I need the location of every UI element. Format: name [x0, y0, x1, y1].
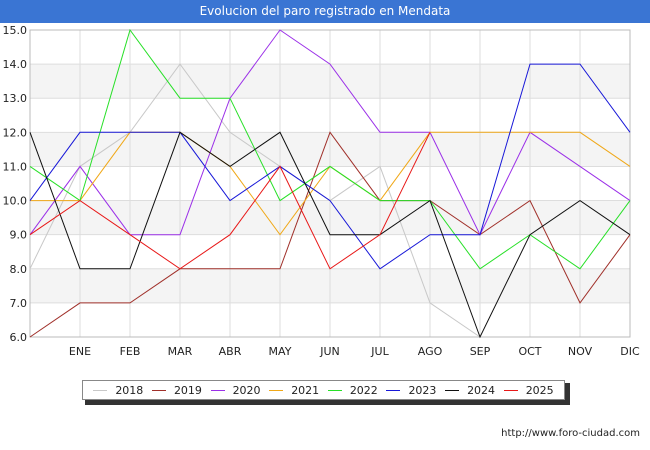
y-tick-label: 11.0	[3, 160, 28, 173]
legend-item-2022: 2022	[327, 383, 378, 397]
legend-label: 2018	[115, 383, 144, 397]
legend-item-2024: 2024	[445, 384, 495, 397]
legend-swatch	[269, 389, 284, 391]
series-line-2024	[29, 131, 631, 339]
legend-swatch	[210, 389, 225, 391]
legend-label: 2023	[408, 383, 437, 397]
legend-swatch	[503, 389, 518, 391]
x-tick-label: JUN	[319, 345, 340, 358]
x-tick-label: JUL	[370, 345, 389, 358]
series-line-2025	[29, 132, 431, 270]
legend-label: 2020	[232, 383, 261, 397]
y-tick-label: 6.0	[10, 331, 28, 344]
y-tick-label: 7.0	[10, 297, 28, 310]
legend-swatch	[445, 389, 460, 391]
legend-item-2025: 2025	[503, 383, 554, 397]
x-tick-label: FEB	[120, 345, 141, 358]
legend-label: 2022	[349, 383, 378, 397]
legend: 2018 2019 2020 2021 2022 2023 2024 2025	[82, 380, 565, 400]
plot-border	[29, 29, 631, 338]
x-tick-label: NOV	[568, 345, 593, 358]
legend-item-2019: 2019	[151, 383, 202, 397]
series-line-2023	[29, 63, 631, 270]
legend-label: 2025	[525, 383, 554, 397]
legend-label: 2024	[467, 383, 496, 397]
y-tick-label: 15.0	[3, 24, 28, 37]
legend-item-2023: 2023	[386, 384, 436, 397]
y-tick-label: 13.0	[3, 92, 28, 105]
x-tick-label: DIC	[620, 345, 640, 358]
legend-item-2020: 2020	[210, 383, 261, 397]
y-tick-label: 10.0	[3, 195, 28, 208]
legend-swatch	[151, 389, 166, 391]
legend-item-2021: 2021	[269, 384, 319, 397]
legend-swatch	[93, 389, 108, 391]
chart-title: Evolucion del paro registrado en Mendata	[0, 0, 650, 23]
legend-swatch	[327, 389, 342, 391]
x-tick-label: ENE	[69, 345, 91, 358]
source-url: http://www.foro-ciudad.com	[501, 428, 640, 439]
y-tick-label: 9.0	[10, 229, 28, 242]
y-tick-label: 12.0	[3, 126, 28, 139]
x-tick-label: AGO	[418, 345, 443, 358]
legend-item-2018: 2018	[93, 384, 143, 397]
y-tick-label: 14.0	[3, 58, 28, 71]
x-tick-label: MAY	[269, 345, 292, 358]
legend-label: 2021	[291, 383, 320, 397]
x-tick-label: ABR	[219, 345, 242, 358]
x-tick-label: SEP	[470, 345, 491, 358]
x-tick-label: OCT	[518, 345, 541, 358]
x-tick-label: MAR	[168, 345, 193, 358]
series-line-2019	[29, 131, 631, 338]
legend-swatch	[386, 389, 401, 391]
legend-label: 2019	[173, 383, 202, 397]
y-tick-label: 8.0	[10, 263, 28, 276]
